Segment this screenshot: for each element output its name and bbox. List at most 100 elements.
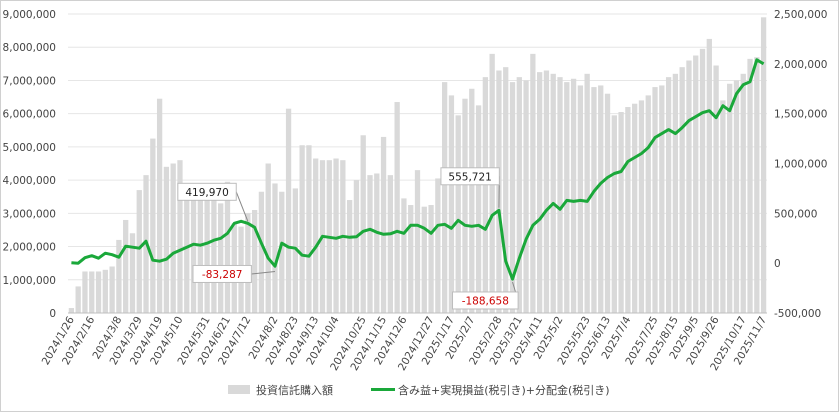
bar <box>611 115 617 313</box>
left-y-axis: 0 1,000,000 2,000,000 3,000,000 4,000,000 5,0… <box>3 9 56 320</box>
bar <box>279 191 285 313</box>
bar <box>448 95 455 314</box>
bar <box>204 190 210 313</box>
bar <box>503 67 509 314</box>
bar <box>686 60 692 314</box>
bar <box>482 77 489 313</box>
bar <box>374 173 380 313</box>
bar <box>224 181 231 313</box>
annotation-leader <box>251 270 276 275</box>
bar <box>170 163 176 313</box>
bar <box>727 83 733 314</box>
annotation-label: -83,287 <box>202 269 243 281</box>
left-tick-label: 2,000,000 <box>3 242 56 254</box>
bar <box>150 138 156 313</box>
bar <box>299 145 305 313</box>
bar <box>672 73 679 313</box>
bar <box>530 53 536 313</box>
bar <box>618 112 624 313</box>
bar <box>652 87 658 313</box>
bar <box>177 160 183 313</box>
bar <box>455 115 461 313</box>
bar <box>509 82 516 313</box>
bar <box>720 100 726 313</box>
bar <box>95 271 102 313</box>
annotation-label: 419,970 <box>185 187 228 199</box>
bar <box>190 186 197 313</box>
legend: 投資信託購入額 含み益+実現損益(税引き)+分配金(税引き) <box>228 383 610 397</box>
bar <box>401 198 407 313</box>
bar <box>197 186 203 313</box>
bar <box>475 105 482 313</box>
bar <box>604 93 611 313</box>
left-tick-label: 6,000,000 <box>3 109 56 121</box>
bar <box>665 77 672 313</box>
right-y-axis: -500,000 0 500,000 1,000,000 1,500,000 2,000,… <box>774 9 827 320</box>
bar <box>387 175 394 313</box>
bar <box>543 70 550 313</box>
bar <box>156 98 163 313</box>
bar <box>272 183 278 313</box>
bar <box>706 38 712 314</box>
bar <box>699 48 706 314</box>
left-tick-label: 3,000,000 <box>3 208 56 220</box>
bar <box>754 57 760 313</box>
bar <box>163 166 170 313</box>
bar <box>123 219 129 313</box>
bar <box>68 308 75 313</box>
bar <box>435 178 441 313</box>
left-tick-label: 7,000,000 <box>3 75 56 87</box>
bar <box>428 205 434 313</box>
bar <box>760 17 767 313</box>
bar <box>89 271 95 313</box>
bar <box>258 191 265 313</box>
bar <box>306 145 312 313</box>
bar <box>523 80 529 313</box>
bar <box>550 73 556 313</box>
bar <box>591 87 597 313</box>
bar <box>333 158 339 313</box>
bar <box>82 271 88 313</box>
bar <box>645 95 651 314</box>
annotation-label: 555,721 <box>448 171 491 183</box>
right-tick-label: 500,000 <box>774 208 817 220</box>
bar <box>625 107 631 314</box>
bar <box>136 190 142 313</box>
bar <box>360 135 366 313</box>
bar <box>564 82 570 313</box>
left-tick-label: 0 <box>49 308 56 320</box>
bar <box>245 213 251 313</box>
bar <box>570 78 577 314</box>
right-tick-label: 1,000,000 <box>774 159 827 171</box>
bar <box>394 102 400 314</box>
bar <box>129 233 136 313</box>
bar <box>292 188 298 313</box>
bar <box>659 85 665 313</box>
bar <box>313 158 319 313</box>
legend-label-line: 含み益+実現損益(税引き)+分配金(税引き) <box>398 383 610 397</box>
legend-swatch-bar <box>228 385 250 394</box>
profit-line <box>71 58 765 281</box>
left-tick-label: 5,000,000 <box>3 142 56 154</box>
annotation-leader <box>235 191 249 222</box>
bar <box>632 103 638 313</box>
bar <box>109 266 115 313</box>
legend-label-bar: 投資信託購入額 <box>256 383 333 397</box>
bar <box>285 108 292 313</box>
bar <box>679 67 685 314</box>
bar <box>713 65 719 313</box>
bar <box>598 85 604 313</box>
bar <box>421 206 427 313</box>
left-tick-label: 9,000,000 <box>3 9 56 21</box>
bar <box>747 58 753 313</box>
bar <box>380 136 387 313</box>
bar <box>102 269 108 313</box>
bar <box>367 175 373 313</box>
bar <box>733 80 740 313</box>
bar <box>265 163 271 313</box>
bar <box>408 205 414 313</box>
annotation-box <box>192 264 252 283</box>
right-tick-label: 0 <box>774 258 781 270</box>
bar <box>346 200 353 313</box>
